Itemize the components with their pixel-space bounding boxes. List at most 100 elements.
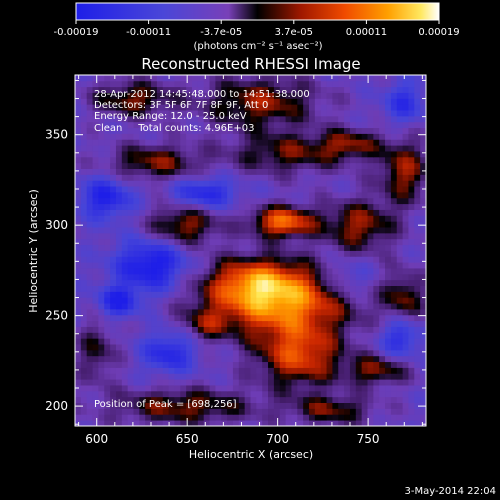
heatmap-cell: [221, 227, 228, 234]
heatmap-cell: [385, 162, 392, 169]
heatmap-cell: [285, 104, 292, 111]
heatmap-cell: [338, 162, 345, 169]
heatmap-cell: [203, 332, 210, 339]
heatmap-cell: [104, 367, 111, 374]
heatmap-cell: [396, 262, 403, 269]
heatmap-cell: [379, 349, 386, 357]
heatmap-cell: [203, 390, 210, 398]
heatmap-cell: [127, 367, 134, 374]
heatmap-cell: [174, 338, 181, 345]
heatmap-cell: [314, 127, 322, 134]
heatmap-cell: [80, 115, 88, 123]
heatmap-cell: [320, 326, 327, 333]
heatmap-cell: [121, 396, 129, 403]
heatmap-cell: [408, 168, 415, 175]
heatmap-cell: [250, 192, 257, 199]
heatmap-cell: [250, 291, 257, 298]
heatmap-cell: [244, 92, 251, 99]
heatmap-cell: [151, 390, 158, 398]
heatmap-cell: [256, 92, 263, 99]
heatmap-cell: [174, 379, 181, 386]
heatmap-cell: [133, 156, 140, 164]
heatmap-cell: [186, 86, 193, 93]
heatmap-cell: [297, 273, 304, 281]
heatmap-cell: [320, 162, 327, 169]
heatmap-cell: [110, 115, 117, 123]
heatmap-cell: [273, 309, 281, 316]
heatmap-cell: [133, 104, 140, 111]
heatmap-cell: [291, 408, 298, 415]
heatmap-cell: [332, 279, 339, 286]
heatmap-cell: [373, 402, 380, 409]
heatmap-cell: [355, 303, 363, 310]
heatmap-cell: [121, 221, 129, 228]
heatmap-cell: [186, 215, 193, 222]
heatmap-cell: [291, 162, 298, 169]
heatmap-cell: [332, 303, 339, 310]
heatmap-cell: [279, 75, 286, 82]
heatmap-cell: [221, 151, 228, 158]
heatmap-cell: [244, 203, 251, 210]
heatmap-cell: [209, 151, 216, 158]
heatmap-cell: [291, 320, 298, 327]
heatmap-cell: [127, 244, 134, 251]
heatmap-cell: [162, 238, 169, 246]
heatmap-cell: [192, 80, 199, 88]
heatmap-cell: [127, 227, 134, 234]
heatmap-cell: [186, 373, 193, 380]
heatmap-cell: [355, 98, 363, 105]
heatmap-cell: [250, 379, 257, 386]
heatmap-cell: [402, 279, 409, 286]
heatmap-cell: [180, 338, 187, 345]
heatmap-cell: [303, 303, 310, 310]
heatmap-cell: [408, 145, 415, 152]
heatmap-cell: [250, 367, 257, 374]
heatmap-cell: [320, 92, 327, 99]
heatmap-cell: [309, 332, 316, 339]
heatmap-cell: [268, 309, 275, 316]
heatmap-cell: [221, 127, 228, 134]
heatmap-cell: [408, 367, 415, 374]
heatmap-cell: [110, 349, 117, 357]
heatmap-cell: [408, 156, 415, 164]
heatmap-cell: [162, 139, 169, 146]
heatmap-cell: [186, 232, 193, 240]
heatmap-cell: [215, 145, 222, 152]
heatmap-cell: [262, 92, 269, 99]
heatmap-cell: [162, 332, 169, 339]
heatmap-cell: [145, 273, 152, 281]
heatmap-cell: [320, 174, 327, 181]
heatmap-cell: [250, 168, 257, 175]
heatmap-cell: [285, 326, 292, 333]
heatmap-cell: [151, 162, 158, 169]
heatmap-cell: [192, 203, 199, 210]
heatmap-cell: [314, 227, 322, 234]
heatmap-cell: [180, 197, 187, 205]
heatmap-cell: [402, 151, 409, 158]
heatmap-cell: [151, 133, 158, 140]
heatmap-cell: [238, 314, 246, 322]
heatmap-cell: [232, 379, 240, 386]
heatmap-cell: [402, 197, 409, 205]
heatmap-cell: [156, 250, 164, 257]
heatmap-cell: [232, 273, 240, 281]
heatmap-cell: [156, 86, 164, 93]
heatmap-cell: [232, 110, 240, 117]
heatmap-cell: [355, 139, 363, 146]
heatmap-cell: [367, 232, 374, 240]
heatmap-cell: [320, 192, 327, 199]
heatmap-cell: [303, 86, 310, 93]
heatmap-cell: [285, 244, 292, 251]
heatmap-cell: [262, 373, 269, 380]
heatmap-cell: [156, 186, 164, 193]
heatmap-cell: [168, 156, 175, 164]
heatmap-cell: [80, 232, 88, 240]
heatmap-cell: [110, 385, 117, 392]
heatmap-cell: [221, 390, 228, 398]
heatmap-cell: [110, 256, 117, 263]
heatmap-cell: [303, 332, 310, 339]
heatmap-cell: [133, 197, 140, 205]
heatmap-cell: [186, 396, 193, 403]
heatmap-cell: [156, 98, 164, 105]
heatmap-cell: [385, 110, 392, 117]
